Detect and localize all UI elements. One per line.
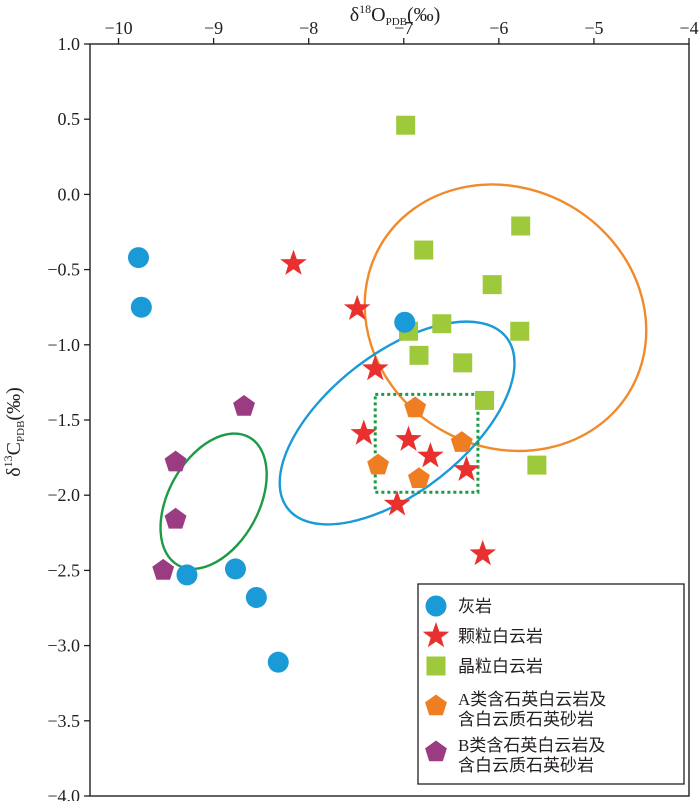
x-axis-title-sub: PDB bbox=[386, 16, 407, 28]
y-axis-title-main: δ bbox=[3, 467, 25, 476]
limestone-point bbox=[245, 586, 267, 608]
grain-dolomite-point bbox=[453, 455, 480, 481]
y-axis-title: δ13CPDB(‰) bbox=[1, 387, 27, 477]
y-tick-label: −3.5 bbox=[47, 711, 80, 731]
y-tick-label: 0.0 bbox=[58, 184, 81, 204]
grain-dolomite-point bbox=[350, 419, 378, 445]
type-b-point bbox=[233, 395, 255, 416]
grouping-overlays bbox=[159, 183, 648, 571]
group-ellipse bbox=[363, 183, 648, 453]
crystal-dolomite-point bbox=[482, 275, 502, 295]
limestone-point bbox=[224, 558, 246, 580]
y-tick-label: −1.5 bbox=[47, 410, 80, 430]
y-axis-title-sub: PDB bbox=[15, 421, 27, 442]
x-axis-title-sup: 18 bbox=[359, 2, 371, 16]
legend-label-type-b: B类含石英白云岩及 含白云质石英砂岩 bbox=[458, 736, 610, 775]
legend-marker-type-b bbox=[425, 740, 447, 762]
limestone-point bbox=[176, 564, 198, 586]
limestone-point bbox=[267, 651, 289, 673]
group-ellipse bbox=[278, 320, 516, 526]
crystal-dolomite-point bbox=[453, 353, 473, 373]
legend-label-type-b-line2: 含白云质石英砂岩 bbox=[458, 756, 594, 775]
group-ellipse bbox=[159, 432, 268, 571]
crystal-dolomite-point bbox=[511, 216, 531, 236]
crystal-dolomite-point bbox=[414, 240, 434, 260]
legend-label-type-a-line2: 含白云质石英砂岩 bbox=[458, 710, 594, 729]
crystal-dolomite-point bbox=[409, 345, 429, 365]
type-a-point bbox=[450, 431, 473, 452]
crystal-dolomite-point bbox=[396, 115, 416, 135]
x-tick-label: −7 bbox=[394, 18, 413, 38]
legend-marker-grain-dolomite bbox=[422, 622, 450, 648]
grain-dolomite-point bbox=[361, 354, 389, 381]
type-a-point bbox=[367, 453, 389, 475]
y-axis-title-sup: 13 bbox=[1, 455, 15, 467]
y-axis-title-symbol: C bbox=[3, 442, 25, 455]
y-tick-label: 1.0 bbox=[58, 34, 81, 54]
legend-marker-type-a bbox=[425, 694, 447, 716]
dotted-box bbox=[373, 392, 480, 494]
grain-dolomite-point bbox=[343, 294, 371, 320]
grain-dolomite-point bbox=[417, 442, 444, 468]
x-tick-label: −8 bbox=[299, 18, 318, 38]
legend-markers bbox=[422, 595, 450, 762]
y-axis-title-unit: (‰) bbox=[3, 387, 25, 420]
y-tick-label: −1.0 bbox=[47, 335, 80, 355]
grain-dolomite-point bbox=[395, 425, 422, 451]
y-tick-label: −0.5 bbox=[47, 260, 80, 280]
x-tick-label: −6 bbox=[489, 18, 508, 38]
type-a-point bbox=[408, 467, 430, 488]
x-tick-label: −9 bbox=[204, 18, 223, 38]
grain-dolomite-point bbox=[383, 490, 411, 516]
legend-label-type-b-line1: B类含石英白云岩及 bbox=[458, 736, 605, 755]
x-axis-title-main: δ bbox=[350, 4, 359, 26]
y-tick-label: −3.0 bbox=[47, 636, 80, 656]
x-axis: −10 −9 −8 −7 −6 −5 −4 bbox=[104, 18, 699, 44]
x-tick-label: −10 bbox=[104, 18, 132, 38]
crystal-dolomite-point bbox=[432, 314, 452, 334]
x-axis-title-symbol: O bbox=[371, 4, 385, 26]
grain-dolomite-point bbox=[469, 539, 496, 566]
y-tick-label: 0.5 bbox=[58, 109, 81, 129]
crystal-dolomite-point bbox=[527, 455, 547, 475]
limestone-point bbox=[130, 296, 152, 318]
y-tick-label: −4.0 bbox=[47, 786, 80, 801]
x-tick-label: −5 bbox=[584, 18, 603, 38]
crystal-dolomite-point bbox=[475, 390, 495, 410]
type-b-point bbox=[164, 450, 187, 472]
x-axis-title-unit: (‰) bbox=[407, 4, 440, 26]
y-tick-label: −2.0 bbox=[47, 485, 80, 505]
type-a-point bbox=[404, 396, 427, 418]
legend-marker-crystal-dolomite bbox=[426, 656, 446, 676]
type-b-point bbox=[152, 558, 175, 580]
grain-dolomite-point bbox=[280, 249, 307, 275]
legend-label-crystal-dolomite: 晶粒白云岩 bbox=[458, 657, 543, 676]
legend-label-grain-dolomite: 颗粒白云岩 bbox=[458, 627, 543, 646]
legend-label-type-a-line1: A类含石英白云岩及 bbox=[458, 690, 606, 709]
legend: 灰岩 颗粒白云岩 晶粒白云岩 A类含石英白云岩及 含白云质石英砂岩 B类含石英白… bbox=[417, 583, 685, 785]
y-tick-label: −2.5 bbox=[47, 560, 80, 580]
crystal-dolomite-point bbox=[510, 321, 530, 341]
legend-label-type-a: A类含石英白云岩及 含白云质石英砂岩 bbox=[458, 690, 611, 729]
type-b-point bbox=[164, 507, 187, 529]
x-tick-label: −4 bbox=[679, 18, 698, 38]
data-markers bbox=[127, 115, 547, 673]
limestone-point bbox=[127, 247, 149, 269]
legend-label-limestone: 灰岩 bbox=[458, 597, 492, 616]
x-axis-title: δ18OPDB(‰) bbox=[350, 2, 441, 28]
legend-marker-limestone bbox=[425, 595, 447, 617]
y-axis: 1.0 0.5 0.0 −0.5 −1.0 −1.5 −2.0 −2.5 −3.0 −3.5 −4.… bbox=[47, 34, 90, 801]
legend-box bbox=[417, 583, 685, 785]
limestone-point bbox=[394, 311, 416, 333]
